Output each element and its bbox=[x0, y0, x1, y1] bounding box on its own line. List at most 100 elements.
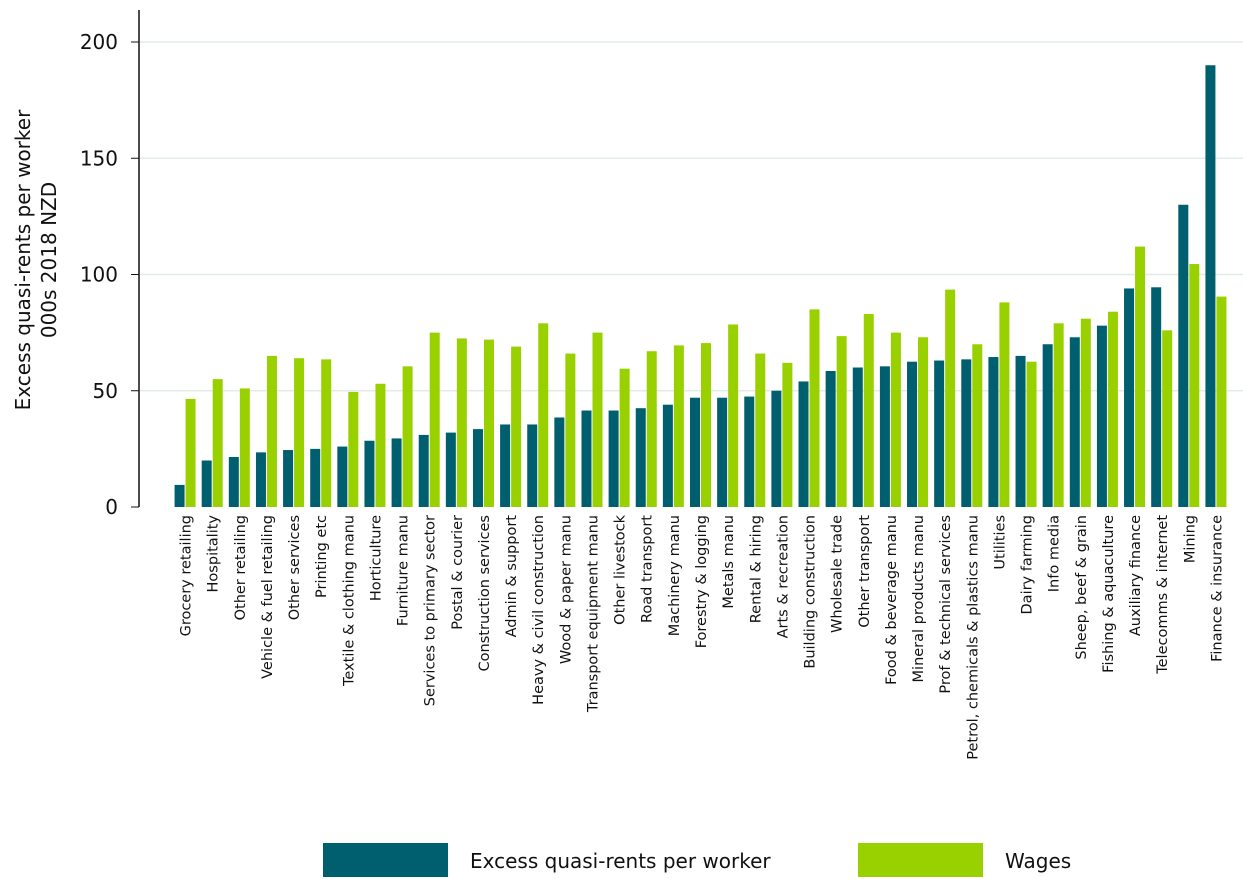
bar bbox=[364, 440, 375, 507]
x-tick-label: Mining bbox=[1182, 515, 1198, 563]
legend-swatch bbox=[858, 843, 983, 877]
bar bbox=[798, 381, 809, 507]
x-tick-label: Road transport bbox=[640, 515, 656, 623]
x-tick-label: Auxiliary finance bbox=[1128, 515, 1144, 636]
x-tick-label: Textile & clothing manu bbox=[341, 515, 357, 687]
bar bbox=[592, 332, 603, 507]
bar bbox=[907, 361, 918, 507]
bar bbox=[294, 358, 305, 507]
bar bbox=[348, 391, 359, 507]
x-tick-label: Transport equipment manu bbox=[585, 515, 601, 713]
bar bbox=[1124, 288, 1135, 507]
bar bbox=[690, 397, 700, 507]
bar bbox=[945, 289, 956, 507]
bar bbox=[565, 353, 576, 507]
bar bbox=[527, 424, 538, 507]
bar bbox=[201, 460, 212, 507]
bar bbox=[701, 343, 711, 507]
bar bbox=[402, 366, 413, 507]
bar bbox=[619, 368, 630, 507]
x-tick-label: Machinery manu bbox=[667, 515, 683, 636]
bar bbox=[538, 323, 549, 507]
bar bbox=[635, 408, 646, 507]
x-tick-label: Dairy farming bbox=[1020, 515, 1036, 614]
x-tick-label: Other services bbox=[287, 515, 303, 620]
bar bbox=[185, 398, 196, 507]
bar bbox=[809, 309, 820, 507]
bar bbox=[554, 417, 565, 507]
x-tick-label: Info media bbox=[1047, 515, 1063, 592]
legend-label: Excess quasi-rents per worker bbox=[470, 849, 771, 873]
bar bbox=[255, 452, 266, 507]
bar bbox=[1205, 65, 1216, 507]
bar bbox=[445, 432, 456, 507]
x-tick-label: Hospitality bbox=[206, 515, 222, 593]
bar bbox=[1080, 318, 1091, 507]
x-tick-label: Printing etc bbox=[314, 515, 330, 598]
bar bbox=[1216, 296, 1227, 507]
x-tick-label: Mineral products manu bbox=[911, 515, 927, 682]
x-tick-label: Fishing & aquaculture bbox=[1101, 515, 1117, 673]
x-tick-label: Telecomms & internet bbox=[1155, 515, 1171, 675]
bar bbox=[918, 337, 929, 507]
x-tick-label: Food & beverage manu bbox=[884, 515, 900, 685]
bar bbox=[852, 367, 863, 507]
y-tick-label: 100 bbox=[80, 263, 118, 287]
bar bbox=[1069, 337, 1080, 507]
bar bbox=[174, 484, 185, 507]
bar bbox=[836, 336, 847, 507]
bar bbox=[337, 446, 348, 507]
bar bbox=[863, 314, 874, 507]
x-tick-label: Arts & recreation bbox=[775, 515, 791, 638]
y-axis-label: 000s 2018 NZD bbox=[37, 182, 61, 338]
bar bbox=[483, 339, 494, 507]
x-tick-label: Forestry & logging bbox=[694, 515, 710, 648]
bar bbox=[581, 410, 592, 507]
x-tick-label: Services to primary sector bbox=[423, 515, 439, 706]
bar bbox=[934, 360, 945, 507]
x-tick-label: Rental & hiring bbox=[748, 515, 764, 623]
bar bbox=[825, 370, 836, 507]
bar bbox=[988, 357, 999, 507]
bar bbox=[1107, 311, 1118, 507]
legend-label: Wages bbox=[1005, 849, 1071, 873]
bar bbox=[999, 302, 1010, 507]
bar bbox=[239, 388, 250, 507]
x-tick-label: Other livestock bbox=[613, 514, 629, 624]
y-tick-label: 200 bbox=[80, 30, 118, 54]
x-tick-label: Heavy & civil construction bbox=[531, 515, 547, 705]
bar bbox=[212, 379, 223, 507]
bar bbox=[744, 396, 755, 507]
bar bbox=[890, 332, 901, 507]
x-tick-label: Wholesale trade bbox=[830, 515, 846, 633]
x-tick-label: Utilities bbox=[992, 515, 1008, 570]
bar bbox=[1096, 325, 1107, 507]
bar bbox=[418, 434, 429, 507]
bar bbox=[755, 353, 766, 507]
bar bbox=[972, 344, 983, 507]
bar bbox=[375, 383, 386, 507]
bar bbox=[456, 338, 467, 507]
y-tick-label: 50 bbox=[93, 379, 118, 403]
bar bbox=[472, 429, 483, 507]
bar bbox=[429, 332, 440, 507]
x-tick-label: Vehicle & fuel retailing bbox=[260, 515, 276, 679]
x-tick-label: Grocery retailing bbox=[179, 515, 195, 636]
bar bbox=[1042, 344, 1053, 507]
x-tick-label: Finance & insurance bbox=[1209, 515, 1225, 662]
bar bbox=[728, 324, 739, 507]
bar bbox=[391, 438, 402, 507]
bar bbox=[511, 346, 522, 507]
bar bbox=[1135, 246, 1146, 507]
x-tick-label: Horticulture bbox=[368, 515, 384, 601]
y-axis-label: Excess quasi-rents per worker bbox=[11, 109, 35, 410]
x-tick-label: Metals manu bbox=[721, 515, 737, 609]
bar bbox=[1053, 323, 1064, 507]
x-tick-label: Building construction bbox=[803, 515, 819, 669]
x-tick-label: Other transport bbox=[857, 515, 873, 628]
bar bbox=[608, 410, 619, 507]
bar bbox=[321, 359, 332, 507]
bar bbox=[717, 397, 728, 507]
bar bbox=[662, 404, 673, 507]
x-tick-label: Admin & support bbox=[504, 515, 520, 638]
